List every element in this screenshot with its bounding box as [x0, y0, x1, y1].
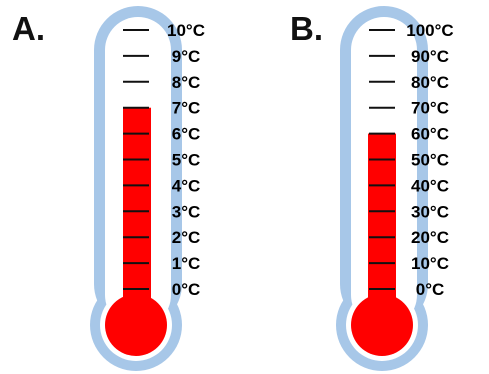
thermometer-a-tick-label-1: 1°C — [172, 254, 201, 273]
thermometer-a-tick-label-7: 7°C — [172, 99, 201, 118]
thermometer-a-fluid-column — [123, 107, 151, 328]
thermometer-b-tick-label-20: 20°C — [411, 228, 449, 247]
thermometer-a: A. 0°C 1°C 2°C 3°C 4°C 5°C 6°C 7°C 8°C 9°C 10°C — [12, 6, 205, 371]
thermometer-b-tick-label-100: 100°C — [406, 21, 453, 40]
thermometer-b-tick-label-90: 90°C — [411, 47, 449, 66]
thermometer-a-tick-label-8: 8°C — [172, 73, 201, 92]
thermometer-a-tick-label-0: 0°C — [172, 280, 201, 299]
thermometer-b-tick-label-30: 30°C — [411, 202, 449, 221]
thermometer-b-tick-label-80: 80°C — [411, 73, 449, 92]
thermometer-a-tick-label-5: 5°C — [172, 151, 201, 170]
thermometer-b-fluid-column — [368, 133, 396, 328]
thermometer-b-tick-label-0: 0°C — [416, 280, 445, 299]
thermometer-a-tick-label-9: 9°C — [172, 47, 201, 66]
thermometer-b-tick-label-10: 10°C — [411, 254, 449, 273]
thermometer-b-tick-label-60: 60°C — [411, 125, 449, 144]
thermometer-b-tick-label-50: 50°C — [411, 151, 449, 170]
thermometer-b: B. 0°C 10°C 20°C 30°C 40°C 50°C 60°C 70°C 80°C 90… — [290, 6, 454, 371]
thermometer-b-label: B. — [290, 10, 323, 47]
thermometer-b-scale: 0°C 10°C 20°C 30°C 40°C 50°C 60°C 70°C 80°C 90°C 1… — [369, 21, 454, 299]
thermometer-a-scale: 0°C 1°C 2°C 3°C 4°C 5°C 6°C 7°C 8°C 9°C 10°C — [123, 21, 205, 299]
thermometer-a-tick-label-10: 10°C — [167, 21, 205, 40]
thermometer-a-tick-label-6: 6°C — [172, 125, 201, 144]
thermometer-b-tick-label-40: 40°C — [411, 176, 449, 195]
thermometer-a-tick-label-2: 2°C — [172, 228, 201, 247]
thermometer-a-tick-label-4: 4°C — [172, 176, 201, 195]
thermometer-a-label: A. — [12, 10, 45, 47]
thermometer-a-tick-label-3: 3°C — [172, 202, 201, 221]
thermometer-b-tick-label-70: 70°C — [411, 99, 449, 118]
